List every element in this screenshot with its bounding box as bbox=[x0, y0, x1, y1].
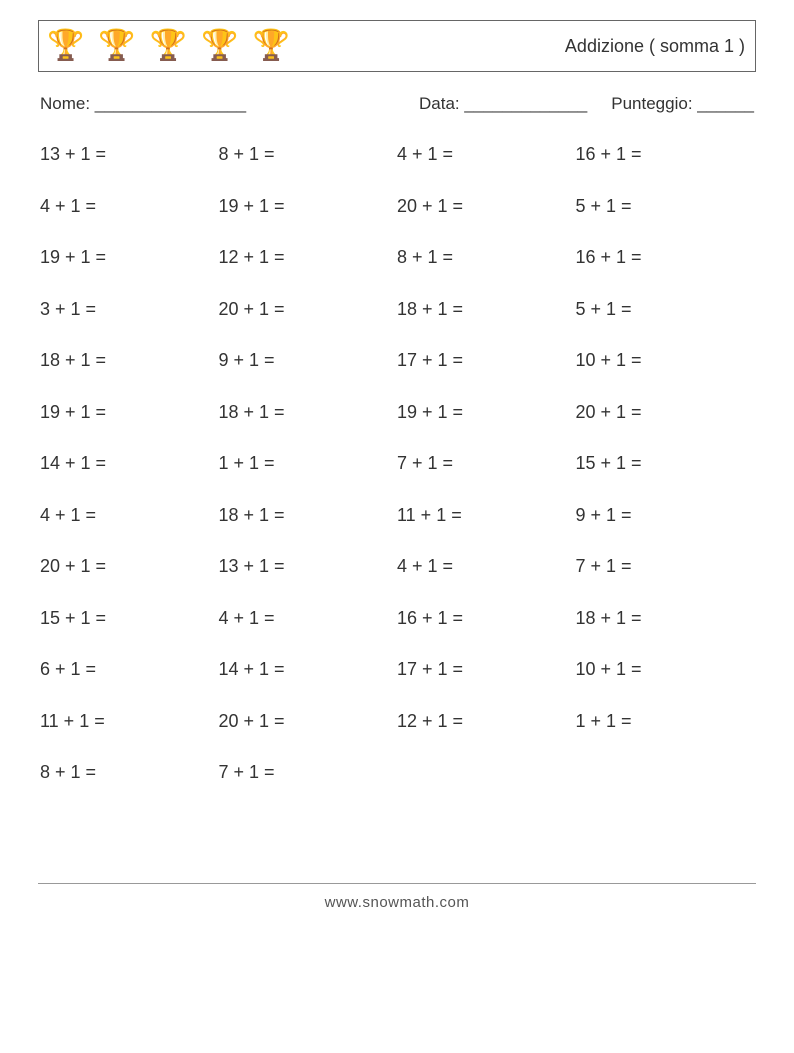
info-right: Data: _____________ Punteggio: ______ bbox=[419, 94, 754, 114]
problem-cell: 20 + 1 = bbox=[219, 299, 398, 320]
problem-cell: 5 + 1 = bbox=[576, 196, 755, 217]
problem-cell: 7 + 1 = bbox=[219, 762, 398, 783]
problem-cell: 4 + 1 = bbox=[40, 505, 219, 526]
problem-cell: 4 + 1 = bbox=[397, 556, 576, 577]
problem-cell: 8 + 1 = bbox=[40, 762, 219, 783]
problem-cell: 18 + 1 = bbox=[576, 608, 755, 629]
problem-cell: 6 + 1 = bbox=[40, 659, 219, 680]
trophy-icon: 🏆 bbox=[47, 31, 84, 61]
problem-cell: 14 + 1 = bbox=[40, 453, 219, 474]
date-field: Data: _____________ bbox=[419, 94, 587, 114]
trophy-icon: 🏆 bbox=[150, 31, 187, 61]
problem-cell: 9 + 1 = bbox=[576, 505, 755, 526]
problem-cell: 16 + 1 = bbox=[397, 608, 576, 629]
info-row: Nome: ________________ Data: ___________… bbox=[38, 94, 756, 114]
problems-grid: 13 + 1 =8 + 1 =4 + 1 =16 + 1 =4 + 1 =19 … bbox=[38, 144, 756, 783]
problem-cell: 17 + 1 = bbox=[397, 659, 576, 680]
trophy-icon: 🏆 bbox=[98, 31, 135, 61]
problem-cell: 17 + 1 = bbox=[397, 350, 576, 371]
problem-cell: 16 + 1 = bbox=[576, 247, 755, 268]
problem-cell: 13 + 1 = bbox=[219, 556, 398, 577]
problem-cell: 19 + 1 = bbox=[397, 402, 576, 423]
problem-cell: 11 + 1 = bbox=[397, 505, 576, 526]
problem-cell: 20 + 1 = bbox=[40, 556, 219, 577]
problem-cell: 12 + 1 = bbox=[397, 711, 576, 732]
problem-cell: 5 + 1 = bbox=[576, 299, 755, 320]
worksheet-title: Addizione ( somma 1 ) bbox=[565, 36, 745, 57]
problem-cell: 7 + 1 = bbox=[397, 453, 576, 474]
problem-cell: 20 + 1 = bbox=[576, 402, 755, 423]
problem-cell: 18 + 1 = bbox=[219, 505, 398, 526]
problem-cell: 10 + 1 = bbox=[576, 659, 755, 680]
header-box: 🏆 🏆 🏆 🏆 🏆 Addizione ( somma 1 ) bbox=[38, 20, 756, 72]
name-field: Nome: ________________ bbox=[40, 94, 246, 114]
problem-cell: 1 + 1 = bbox=[576, 711, 755, 732]
problem-cell: 10 + 1 = bbox=[576, 350, 755, 371]
trophy-icon: 🏆 bbox=[252, 31, 289, 61]
problem-cell: 20 + 1 = bbox=[397, 196, 576, 217]
problem-cell: 4 + 1 = bbox=[397, 144, 576, 165]
problem-cell: 15 + 1 = bbox=[40, 608, 219, 629]
problem-cell: 14 + 1 = bbox=[219, 659, 398, 680]
problem-cell: 20 + 1 = bbox=[219, 711, 398, 732]
problem-cell: 9 + 1 = bbox=[219, 350, 398, 371]
problem-cell: 18 + 1 = bbox=[219, 402, 398, 423]
problem-cell: 4 + 1 = bbox=[219, 608, 398, 629]
problem-cell: 18 + 1 = bbox=[397, 299, 576, 320]
problem-cell: 19 + 1 = bbox=[40, 402, 219, 423]
problem-cell: 7 + 1 = bbox=[576, 556, 755, 577]
problem-cell: 13 + 1 = bbox=[40, 144, 219, 165]
problem-cell: 8 + 1 = bbox=[397, 247, 576, 268]
problem-cell: 16 + 1 = bbox=[576, 144, 755, 165]
problem-cell: 15 + 1 = bbox=[576, 453, 755, 474]
problem-cell: 1 + 1 = bbox=[219, 453, 398, 474]
footer-text: www.snowmath.com bbox=[38, 894, 756, 911]
score-field: Punteggio: ______ bbox=[611, 94, 754, 114]
problem-cell: 8 + 1 = bbox=[219, 144, 398, 165]
problem-cell bbox=[397, 762, 576, 783]
problem-cell: 3 + 1 = bbox=[40, 299, 219, 320]
footer-rule bbox=[38, 883, 756, 884]
problem-cell: 4 + 1 = bbox=[40, 196, 219, 217]
problem-cell: 18 + 1 = bbox=[40, 350, 219, 371]
problem-cell bbox=[576, 762, 755, 783]
trophy-row: 🏆 🏆 🏆 🏆 🏆 bbox=[45, 31, 290, 61]
trophy-icon: 🏆 bbox=[201, 31, 238, 61]
problem-cell: 19 + 1 = bbox=[219, 196, 398, 217]
problem-cell: 12 + 1 = bbox=[219, 247, 398, 268]
problem-cell: 11 + 1 = bbox=[40, 711, 219, 732]
worksheet-page: 🏆 🏆 🏆 🏆 🏆 Addizione ( somma 1 ) Nome: __… bbox=[0, 0, 794, 951]
problem-cell: 19 + 1 = bbox=[40, 247, 219, 268]
